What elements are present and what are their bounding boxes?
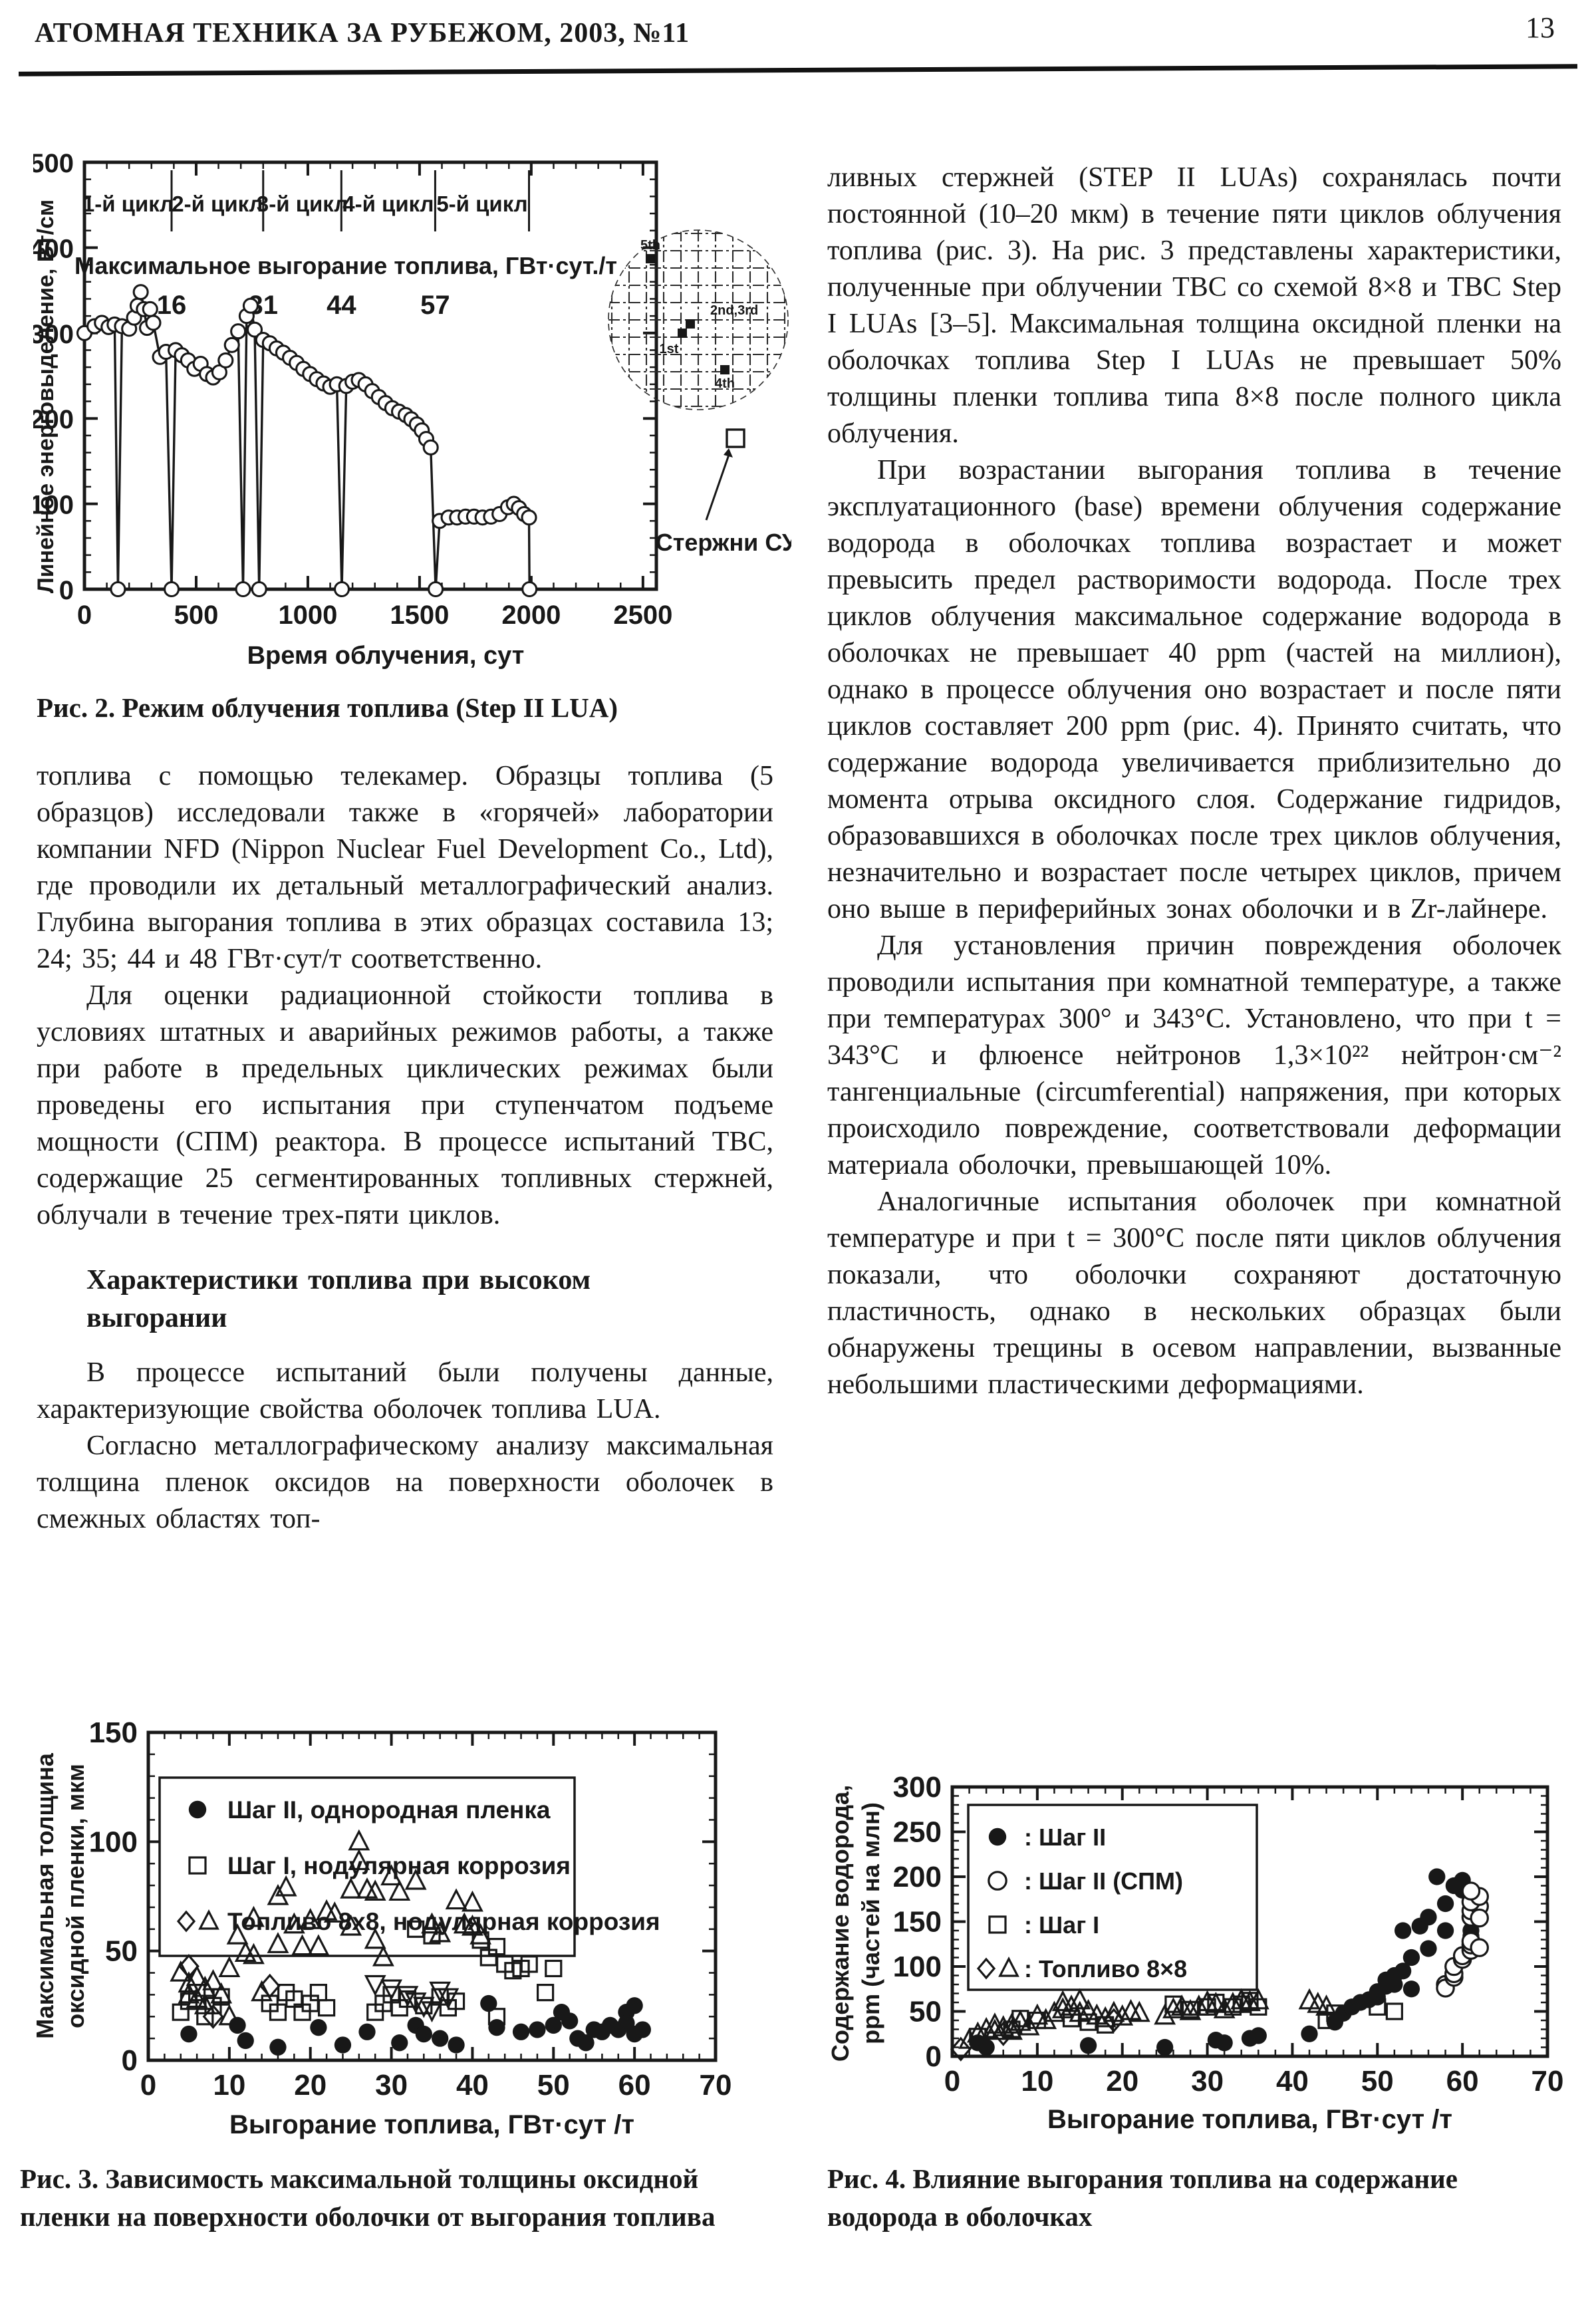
svg-text:Линейное энерговыделение, Вт/с: Линейное энерговыделение, Вт/см bbox=[33, 200, 59, 593]
paragraph-oxide-film: ливных стержней (STEP II LUAs) сохраняла… bbox=[827, 162, 1561, 449]
svg-text:2000: 2000 bbox=[501, 601, 561, 630]
svg-text:50: 50 bbox=[909, 1996, 942, 2028]
svg-text:40: 40 bbox=[456, 2069, 489, 2102]
fig3-caption: Рис. 3. Зависимость максимальной толщины… bbox=[20, 2163, 716, 2232]
svg-text:3-й цикл: 3-й цикл bbox=[257, 192, 348, 216]
svg-text:500: 500 bbox=[33, 150, 74, 178]
svg-text:200: 200 bbox=[33, 405, 74, 434]
paragraph-test-data: В процессе испытаний были получены данны… bbox=[37, 1357, 773, 1425]
svg-text:0: 0 bbox=[77, 601, 92, 630]
svg-text:4th: 4th bbox=[715, 376, 735, 391]
svg-text:50: 50 bbox=[105, 1935, 138, 1968]
left-column-text: топлива с помощью телекамер. Образцы топ… bbox=[37, 758, 773, 1538]
svg-text:100: 100 bbox=[893, 1951, 942, 1983]
svg-text:300: 300 bbox=[33, 320, 74, 349]
page-number: 13 bbox=[1526, 11, 1555, 44]
svg-text:2-й цикл: 2-й цикл bbox=[172, 192, 263, 216]
header-rule bbox=[18, 64, 1578, 76]
svg-text:30: 30 bbox=[1191, 2065, 1224, 2098]
svg-text:60: 60 bbox=[1446, 2065, 1479, 2098]
svg-text:2500: 2500 bbox=[613, 601, 672, 630]
svg-text:Стержни СУ: Стержни СУ bbox=[656, 529, 791, 556]
svg-text:150: 150 bbox=[893, 1906, 942, 1939]
paragraph-oxide-thickness: Согласно металлографическому анализу мак… bbox=[37, 1430, 773, 1534]
svg-text:оксидной пленки, мкм: оксидной пленки, мкм bbox=[62, 1764, 89, 2028]
svg-text:Максимальное выгорание топлива: Максимальное выгорание топлива, ГВт·сут.… bbox=[74, 252, 617, 279]
paragraph-damage-cause-tests: Для установления причин повреждения обол… bbox=[827, 930, 1561, 1180]
svg-text:: Шаг I: : Шаг I bbox=[1024, 1911, 1099, 1939]
svg-text:0: 0 bbox=[59, 576, 74, 605]
svg-text:400: 400 bbox=[33, 234, 74, 263]
svg-text:1500: 1500 bbox=[390, 601, 449, 630]
svg-text:100: 100 bbox=[33, 491, 74, 520]
section-heading: Характеристики топлива при высоком выгор… bbox=[86, 1265, 591, 1333]
svg-text:2nd,3rd: 2nd,3rd bbox=[710, 303, 758, 318]
svg-text:70: 70 bbox=[700, 2069, 732, 2102]
svg-text:ppm (частей на млн): ppm (частей на млн) bbox=[857, 1802, 884, 2044]
svg-text:1-й цикл: 1-й цикл bbox=[82, 192, 174, 216]
svg-text:10: 10 bbox=[1021, 2065, 1053, 2098]
right-column-text: ливных стержней (STEP II LUAs) сохраняла… bbox=[827, 160, 1561, 1403]
svg-text:0: 0 bbox=[140, 2069, 156, 2102]
svg-text:16: 16 bbox=[157, 291, 187, 320]
svg-text:150: 150 bbox=[89, 1716, 138, 1749]
svg-text:: Шаг II: : Шаг II bbox=[1024, 1824, 1106, 1851]
svg-text:50: 50 bbox=[537, 2069, 570, 2102]
paragraph-room-temperature-tests: Аналогичные испытания оболочек при комна… bbox=[827, 1186, 1561, 1400]
svg-text:5-й цикл: 5-й цикл bbox=[436, 192, 527, 216]
svg-text:Содержание водорода,: Содержание водорода, bbox=[830, 1785, 854, 2062]
svg-text:30: 30 bbox=[375, 2069, 408, 2102]
svg-text:60: 60 bbox=[618, 2069, 651, 2102]
svg-text:70: 70 bbox=[1531, 2065, 1564, 2098]
fig2-caption: Рис. 2. Режим облучения топлива (Step II… bbox=[37, 692, 618, 723]
fig3-oxide-thickness-scatter-chart: 0 10 20 30 40 50 60 70 0 50 100 150 Выгорание топлив… bbox=[33, 1716, 732, 2139]
svg-text:100: 100 bbox=[89, 1826, 138, 1858]
svg-text:Время облучения, сут: Время облучения, сут bbox=[247, 642, 525, 670]
svg-text:0: 0 bbox=[122, 2044, 138, 2077]
svg-text:1st: 1st bbox=[660, 342, 679, 356]
svg-text:1000: 1000 bbox=[278, 601, 337, 630]
svg-text:5th: 5th bbox=[640, 238, 660, 253]
fig4-hydrogen-content-scatter-chart: 0 10 20 30 40 50 60 70 0 50 100 150 200 250 300 Выгоран… bbox=[830, 1771, 1564, 2134]
svg-text:0: 0 bbox=[944, 2065, 960, 2098]
svg-text:Выгорание топлива, ГВт·сут /т: Выгорание топлива, ГВт·сут /т bbox=[229, 2110, 634, 2139]
paragraph-hydrogen-content: При возрастании выгорания топлива в тече… bbox=[827, 455, 1561, 924]
fig2-irradiation-regime-chart: 0 500 1000 1500 2000 2500 0 100 200 300 400 500 Врем… bbox=[33, 150, 791, 670]
svg-text:40: 40 bbox=[1276, 2065, 1309, 2098]
fig4-caption: Рис. 4. Влияние выгорания топлива на сод… bbox=[827, 2163, 1458, 2232]
svg-text:Максимальная толщина: Максимальная толщина bbox=[33, 1752, 59, 2038]
svg-text:20: 20 bbox=[294, 2069, 327, 2102]
paragraph-fuel-samples: топлива с помощью телекамер. Образцы топ… bbox=[37, 761, 773, 974]
svg-text:: Топливо 8×8: : Топливо 8×8 bbox=[1024, 1955, 1187, 1982]
svg-text:0: 0 bbox=[926, 2040, 942, 2073]
svg-text:: Шаг II (СПМ): : Шаг II (СПМ) bbox=[1024, 1867, 1183, 1895]
svg-text:10: 10 bbox=[213, 2069, 245, 2102]
paragraph-power-ramp-tests: Для оценки радиационной стойкости топлив… bbox=[37, 980, 773, 1230]
svg-text:Выгорание топлива, ГВт·сут /т: Выгорание топлива, ГВт·сут /т bbox=[1047, 2105, 1452, 2134]
svg-text:250: 250 bbox=[893, 1816, 942, 1849]
journal-header-title: АТОМНАЯ ТЕХНИКА ЗА РУБЕЖОМ, 2003, №11 bbox=[35, 18, 690, 49]
svg-text:Шаг I, нодулярная коррозия: Шаг I, нодулярная коррозия bbox=[227, 1852, 571, 1879]
svg-text:50: 50 bbox=[1361, 2065, 1394, 2098]
svg-text:4-й цикл: 4-й цикл bbox=[342, 192, 434, 216]
svg-text:44: 44 bbox=[327, 291, 356, 320]
svg-text:200: 200 bbox=[893, 1861, 942, 1893]
svg-text:Шаг II, однородная пленка: Шаг II, однородная пленка bbox=[227, 1796, 551, 1824]
svg-text:300: 300 bbox=[893, 1771, 942, 1804]
svg-text:20: 20 bbox=[1106, 2065, 1138, 2098]
svg-text:500: 500 bbox=[174, 601, 219, 630]
svg-text:57: 57 bbox=[420, 291, 450, 320]
